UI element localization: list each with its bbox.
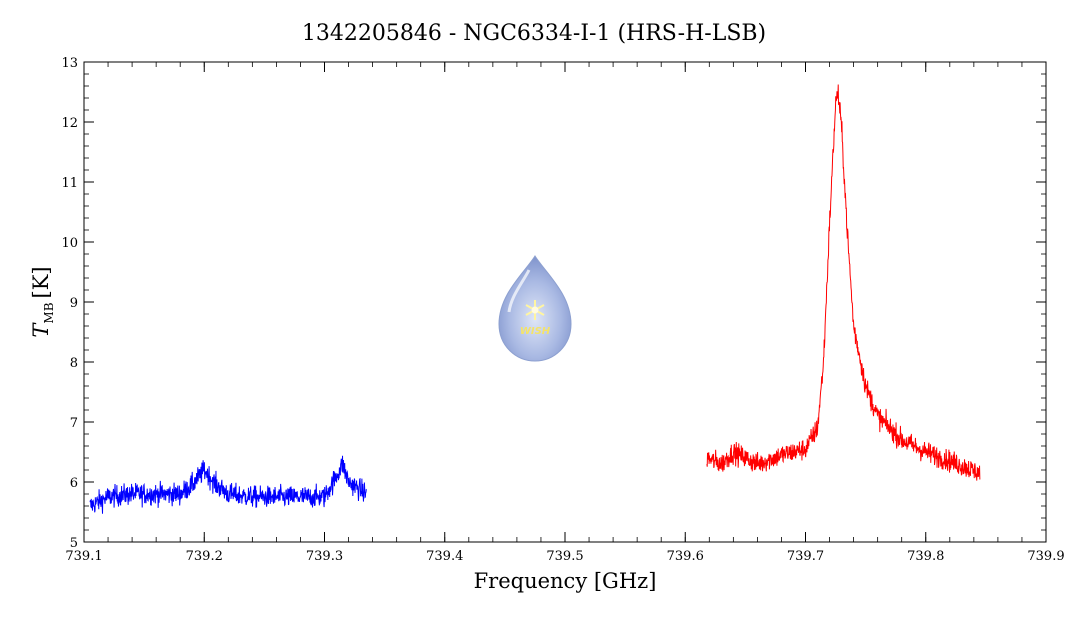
y-axis: 5 6 7 8 9 10 11 12 13 — [61, 56, 1046, 551]
series-line-blue — [89, 455, 367, 514]
series-layer — [89, 84, 981, 514]
x-axis: 739.1 739.2 739.3 739.4 739.5 739.6 739.7 739.8… — [65, 62, 1065, 564]
y-tick-label: 9 — [70, 296, 78, 311]
x-tick-label: 739.2 — [186, 549, 223, 564]
y-axis-label-sub: MB — [42, 302, 56, 323]
x-tick-label: 739.3 — [306, 549, 343, 564]
y-tick-label: 12 — [61, 116, 78, 131]
y-tick-label: 6 — [70, 476, 78, 491]
logo-text: WISH — [520, 326, 551, 337]
x-tick-label: 739.1 — [65, 549, 102, 564]
x-tick-label: 739.7 — [787, 549, 824, 564]
svg-text:TMB[K]: TMB [K] — [29, 266, 56, 337]
x-axis-label: Frequency [GHz] — [474, 569, 657, 593]
chart-title: 1342205846 - NGC6334-I-1 (HRS-H-LSB) — [302, 21, 766, 46]
y-tick-label: 10 — [61, 236, 78, 251]
y-tick-label: 8 — [70, 356, 78, 371]
x-tick-label: 739.6 — [667, 549, 704, 564]
x-tick-label: 739.5 — [546, 549, 583, 564]
x-tick-label: 739.4 — [426, 549, 463, 564]
y-axis-label: TMB [K] — [29, 266, 56, 337]
x-tick-label: 739.9 — [1027, 549, 1064, 564]
y-tick-label: 5 — [70, 536, 78, 551]
y-axis-label-unit: [K] — [29, 266, 53, 298]
wish-logo: WISH — [498, 255, 572, 362]
y-tick-label: 13 — [61, 56, 78, 71]
y-tick-label: 7 — [70, 416, 78, 431]
y-axis-label-main: T — [29, 322, 53, 338]
series-line-red — [706, 84, 981, 481]
x-tick-label: 739.8 — [907, 549, 944, 564]
y-tick-label: 11 — [61, 176, 78, 191]
